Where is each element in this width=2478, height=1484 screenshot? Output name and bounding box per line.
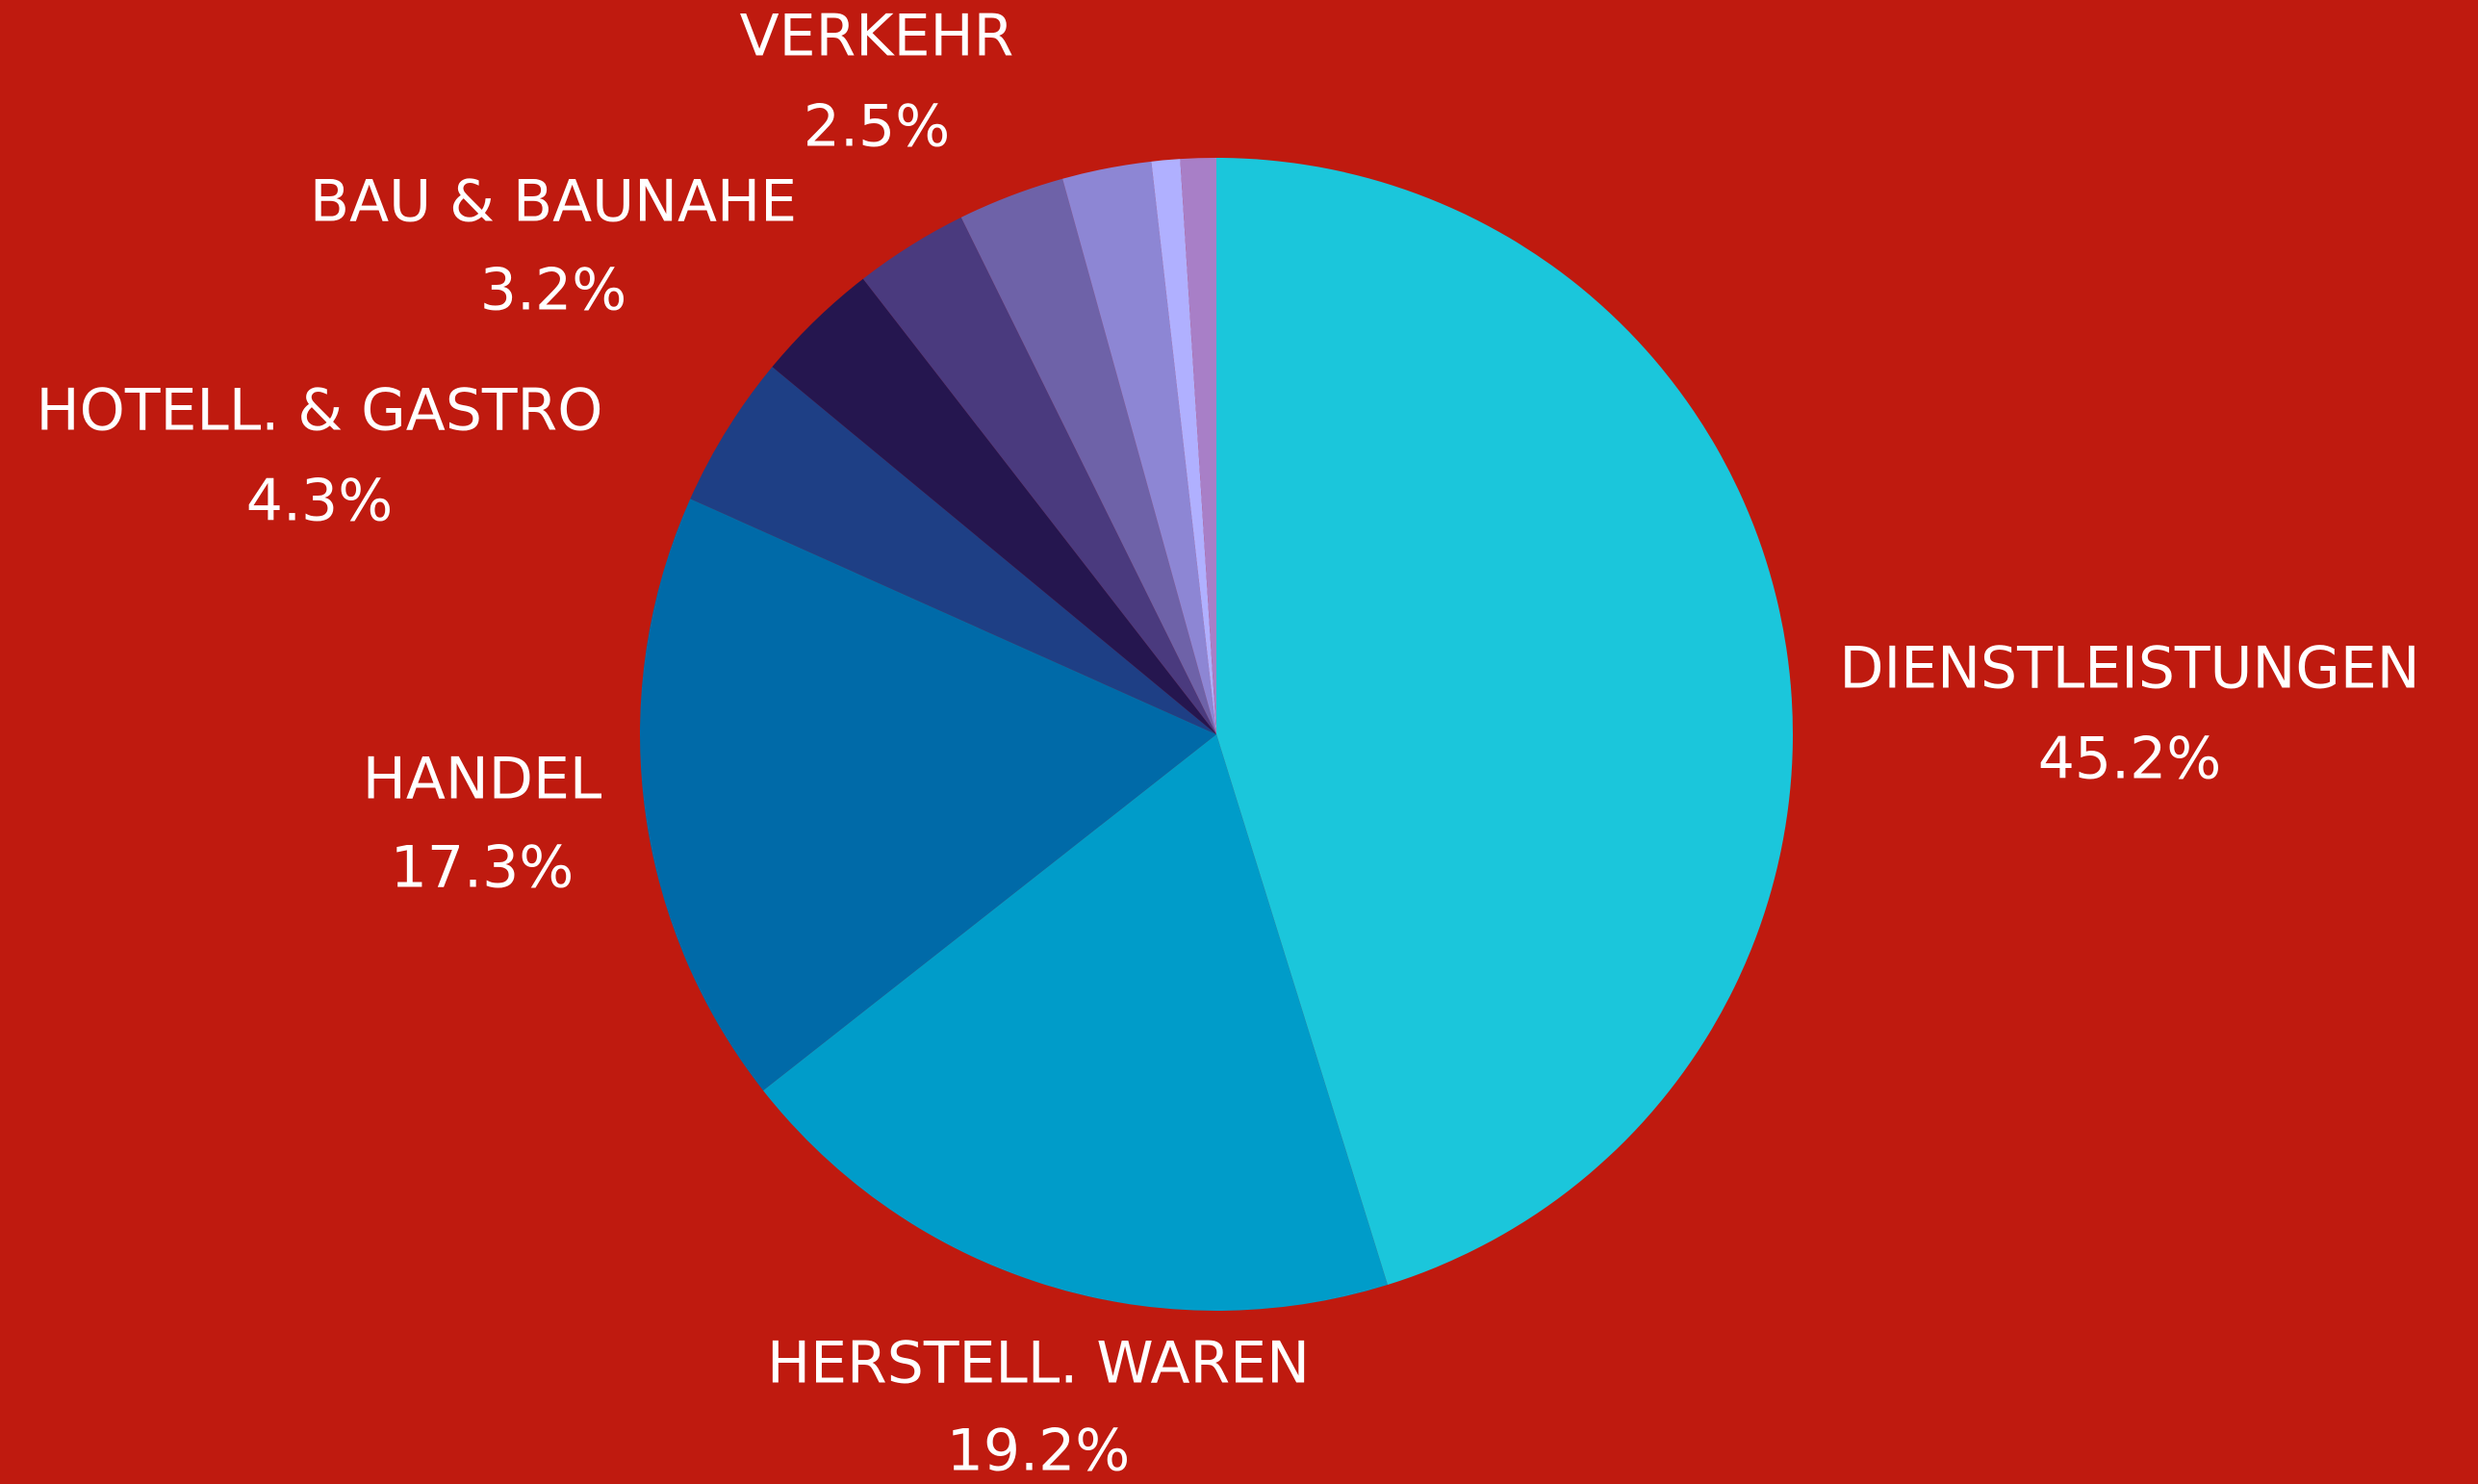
pie-slice <box>1062 161 1216 734</box>
slice-label: BAU & BAUNAHE <box>310 168 797 236</box>
slice-label: HANDEL <box>363 746 602 813</box>
pie-slice <box>690 367 1216 734</box>
value-label: 2.5% <box>804 93 950 161</box>
pie-slice <box>639 499 1216 1091</box>
slice-label: HOTELL. & GASTRO <box>37 377 603 445</box>
slice-label: HERSTELL. WAREN <box>767 1330 1310 1397</box>
slice-label: DIENSTLEISTUNGEN <box>1839 635 2419 703</box>
value-label: 19.2% <box>947 1418 1131 1484</box>
pie-slice <box>862 217 1216 735</box>
slice-label: VERKEHR <box>740 3 1014 70</box>
pie-slice <box>763 734 1388 1311</box>
value-label: 45.2% <box>2038 726 2222 793</box>
pie-slice <box>1180 158 1216 734</box>
pie-slice <box>1151 159 1216 734</box>
value-label: 17.3% <box>391 834 575 902</box>
value-label: 3.2% <box>480 257 626 324</box>
pie-slice <box>772 278 1216 734</box>
pie-slice <box>1216 158 1793 1285</box>
pie-slice <box>960 178 1216 735</box>
value-label: 4.3% <box>246 468 393 535</box>
